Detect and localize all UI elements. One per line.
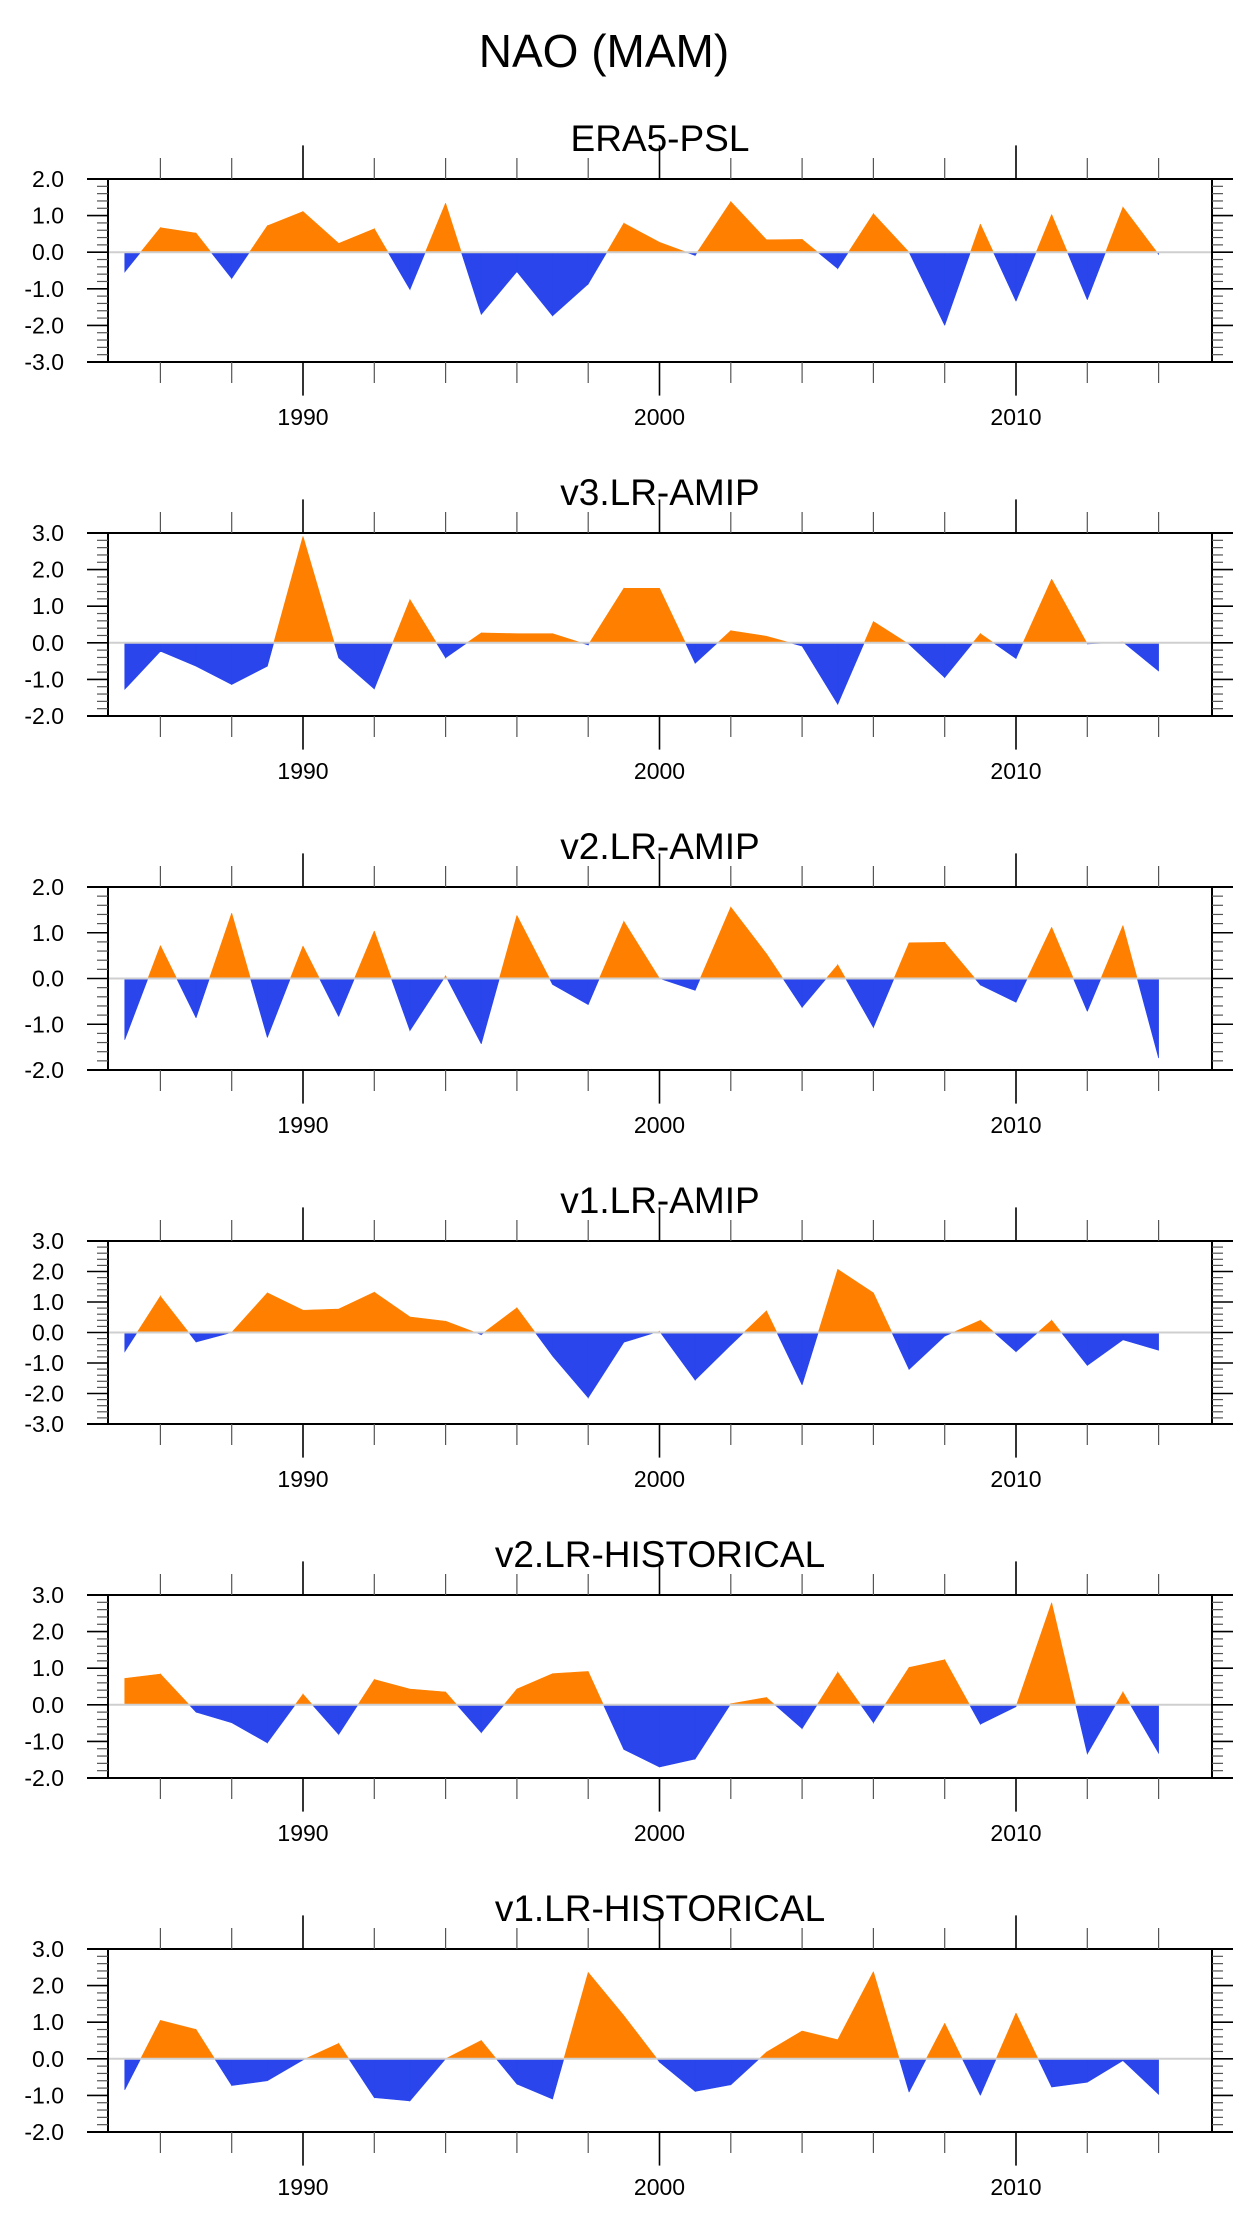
y-tick-label: -2.0 (24, 1057, 64, 1083)
y-tick-label: -1.0 (24, 276, 64, 302)
negative-area (124, 978, 1159, 1059)
y-tick-label: -2.0 (24, 1765, 64, 1791)
x-tick-label: 2000 (634, 1112, 685, 1138)
x-tick-label: 1990 (277, 758, 328, 784)
y-tick-label: 2.0 (32, 557, 64, 583)
y-tick-label: -1.0 (24, 666, 64, 692)
x-tick-label: 2000 (634, 404, 685, 430)
x-tick-label: 2000 (634, 1820, 685, 1846)
positive-area (140, 200, 1158, 253)
negative-area (124, 251, 1159, 326)
plot-frame (107, 178, 1213, 363)
x-tick-label: 1990 (277, 2174, 328, 2200)
x-tick-label: 2010 (990, 1466, 1041, 1492)
y-tick-label: -2.0 (24, 1381, 64, 1407)
x-tick-label: 2010 (990, 2174, 1041, 2200)
y-tick-label: -3.0 (24, 349, 64, 375)
x-tick-label: 2000 (634, 758, 685, 784)
y-tick-label: -1.0 (24, 1350, 64, 1376)
y-tick-label: 1.0 (32, 593, 64, 619)
y-tick-label: -2.0 (24, 312, 64, 338)
y-tick-label: 0.0 (32, 630, 64, 656)
y-tick-label: -3.0 (24, 1411, 64, 1437)
y-tick-label: 0.0 (32, 1320, 64, 1346)
y-tick-label: 1.0 (32, 1655, 64, 1681)
negative-area (188, 1704, 1159, 1768)
x-tick-label: 2000 (634, 1466, 685, 1492)
x-tick-label: 1990 (277, 1820, 328, 1846)
y-tick-label: 0.0 (32, 239, 64, 265)
y-tick-label: 2.0 (32, 166, 64, 192)
positive-area (136, 1268, 1062, 1333)
x-tick-label: 2010 (990, 1112, 1041, 1138)
y-tick-label: 2.0 (32, 1973, 64, 1999)
y-tick-label: 2.0 (32, 874, 64, 900)
y-tick-label: 0.0 (32, 966, 64, 992)
y-tick-label: 3.0 (32, 1936, 64, 1962)
x-tick-label: 2010 (990, 404, 1041, 430)
negative-area (124, 2058, 1159, 2102)
y-tick-label: 2.0 (32, 1259, 64, 1285)
y-tick-label: -1.0 (24, 1011, 64, 1037)
plot-frame (107, 1948, 1213, 2133)
y-tick-label: 3.0 (32, 520, 64, 546)
y-tick-label: 3.0 (32, 1582, 64, 1608)
y-tick-label: 1.0 (32, 203, 64, 229)
x-tick-label: 1990 (277, 1112, 328, 1138)
x-tick-label: 1990 (277, 404, 328, 430)
positive-area (273, 536, 1125, 644)
x-tick-label: 2010 (990, 1820, 1041, 1846)
y-tick-label: 1.0 (32, 1289, 64, 1315)
y-tick-label: -1.0 (24, 1728, 64, 1754)
y-tick-label: 3.0 (32, 1228, 64, 1254)
y-tick-label: -1.0 (24, 2082, 64, 2108)
positive-area (147, 906, 1138, 979)
figure-title: NAO (MAM) (479, 25, 729, 77)
x-tick-label: 1990 (277, 1466, 328, 1492)
positive-area (140, 1971, 1039, 2060)
y-tick-label: 1.0 (32, 920, 64, 946)
y-tick-label: 2.0 (32, 1619, 64, 1645)
y-tick-label: 1.0 (32, 2009, 64, 2035)
x-tick-label: 2010 (990, 758, 1041, 784)
positive-area (124, 1602, 1131, 1706)
y-tick-label: 0.0 (32, 1692, 64, 1718)
x-tick-label: 2000 (634, 2174, 685, 2200)
y-tick-label: 0.0 (32, 2046, 64, 2072)
negative-area (124, 642, 1159, 706)
negative-area (124, 1332, 1159, 1399)
y-tick-label: -2.0 (24, 703, 64, 729)
y-tick-label: -2.0 (24, 2119, 64, 2145)
